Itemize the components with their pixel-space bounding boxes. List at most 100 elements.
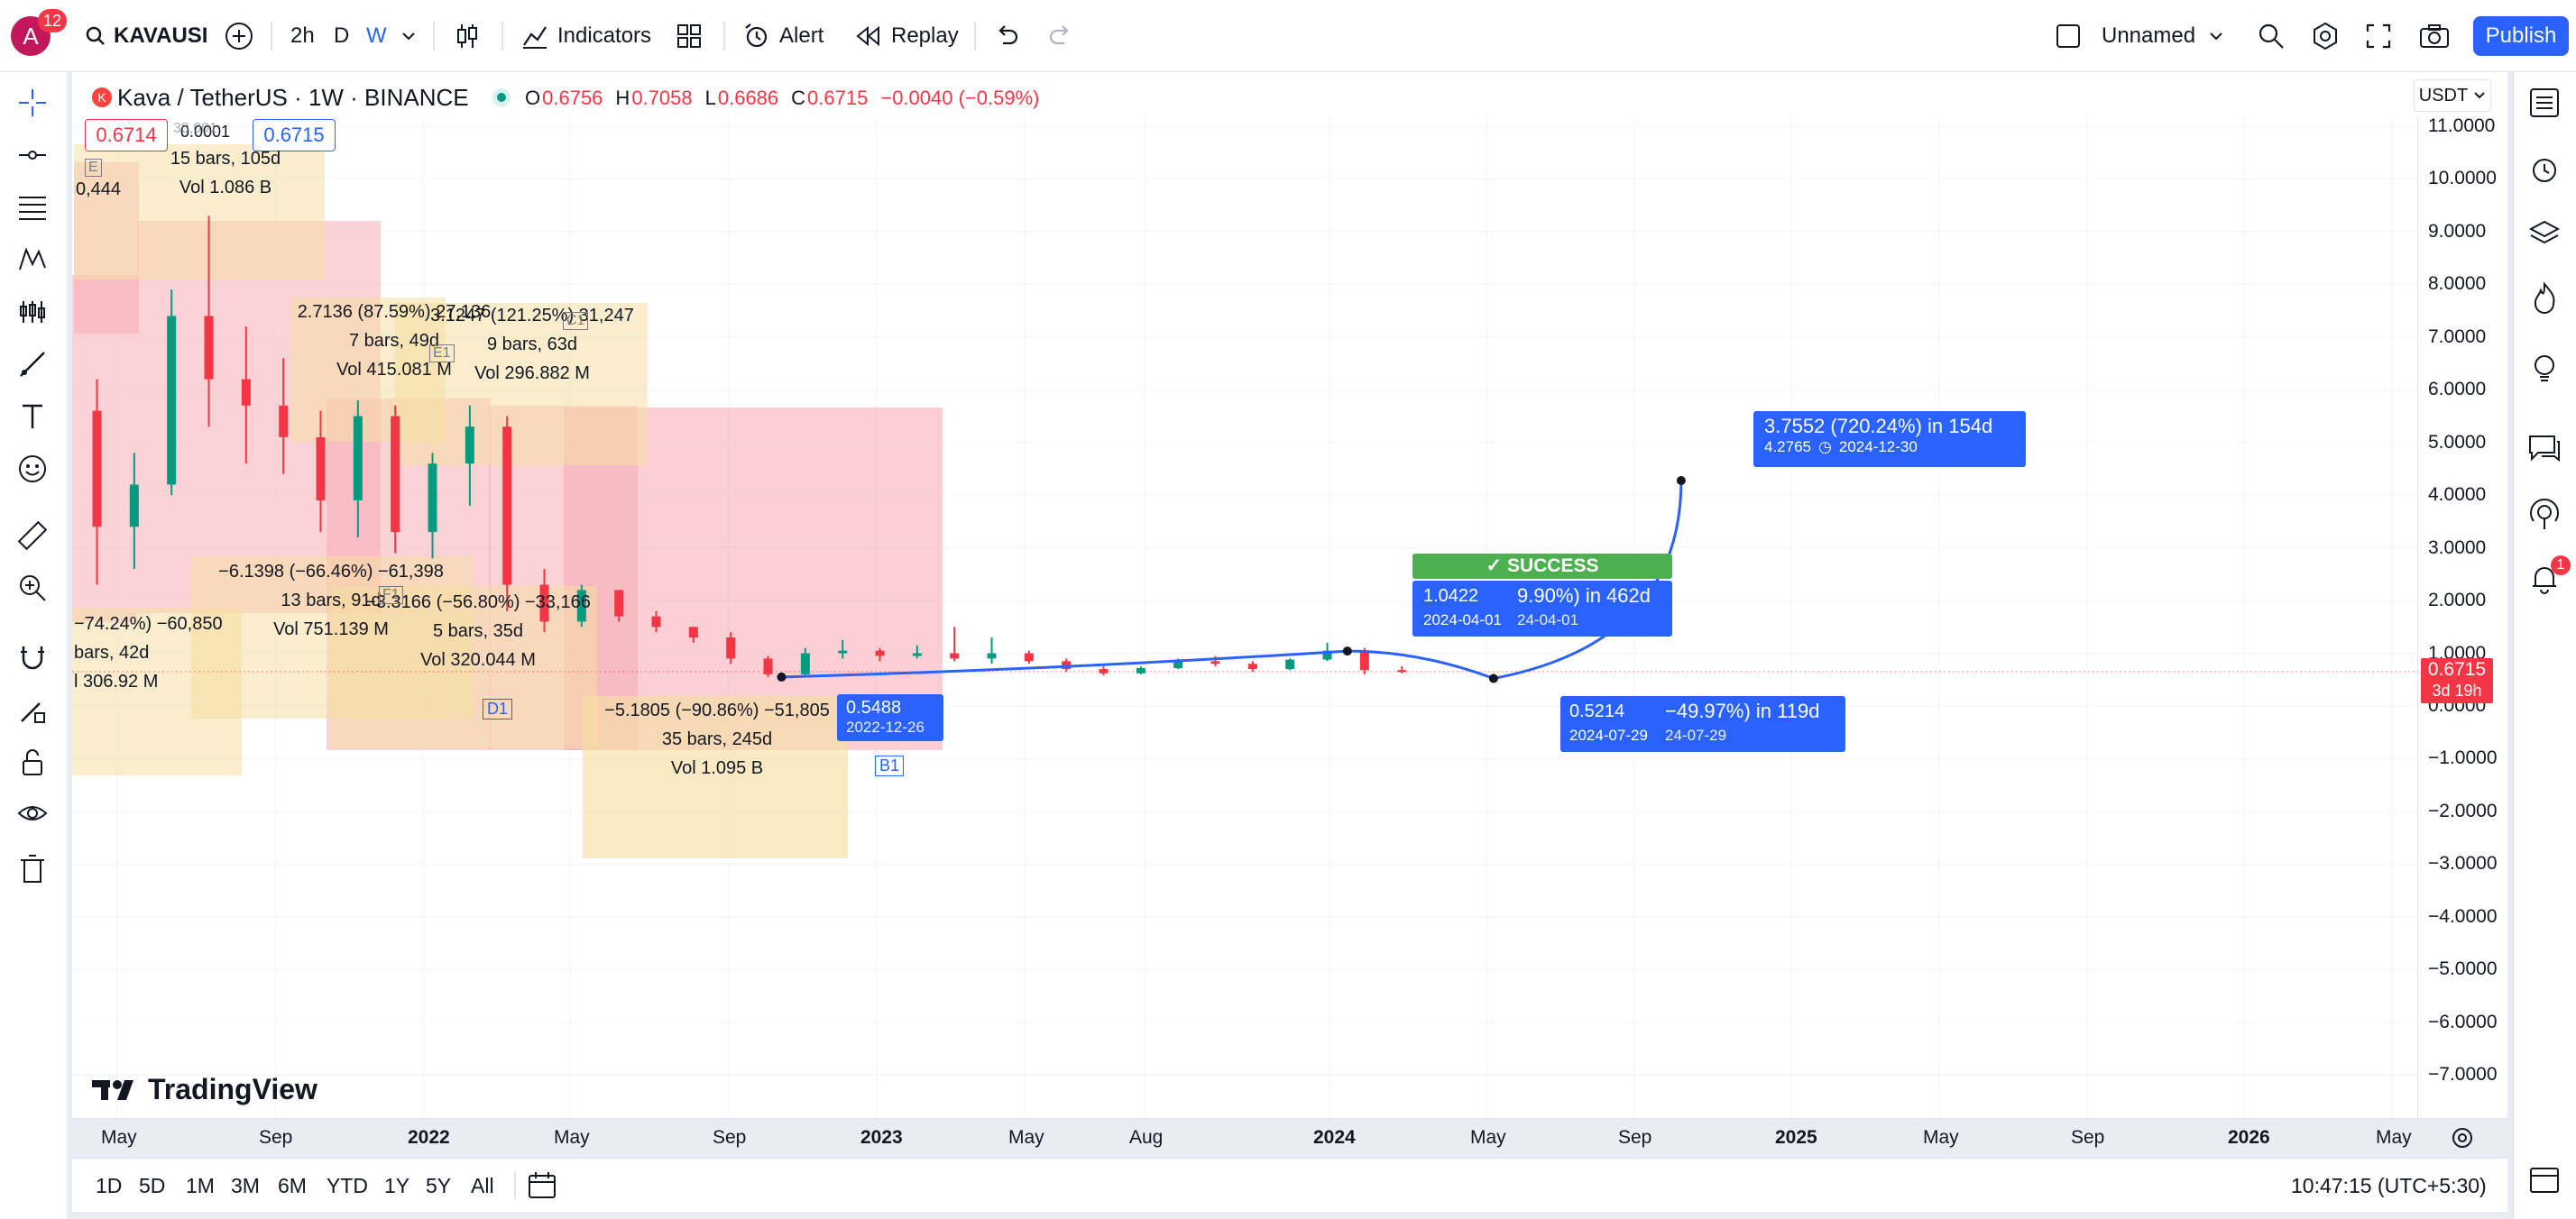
replay-button[interactable]: Replay: [855, 18, 959, 54]
toolbar-divider: [433, 22, 435, 50]
box3-line3: Vol 296.882 M: [474, 363, 590, 383]
range-button-1m[interactable]: 1M: [186, 1174, 215, 1197]
remove-drawings-tool[interactable]: [11, 848, 54, 891]
templates-button[interactable]: [676, 18, 702, 54]
brush-tool[interactable]: [11, 343, 54, 386]
visibility-tool[interactable]: [11, 792, 54, 835]
streams-button[interactable]: [2523, 494, 2566, 537]
p4-sub: 4.2765 ◷ 2024-12-30: [1764, 438, 2015, 456]
range-button-ytd[interactable]: YTD: [327, 1174, 368, 1197]
rewind-icon: [856, 25, 879, 47]
price-axis-label: 3.0000: [2428, 536, 2487, 558]
projection-point: [1488, 674, 1498, 683]
tradingview-logo-icon: [92, 1079, 133, 1100]
crosshair-icon: [19, 89, 46, 116]
symbol-title: Kava / TetherUS · 1W · BINANCE: [117, 83, 469, 111]
lock-tool[interactable]: [11, 741, 54, 784]
snapshot-button[interactable]: [2419, 18, 2450, 54]
time-axis-label: May: [554, 1127, 590, 1148]
interval-2h[interactable]: 2h: [290, 23, 315, 48]
chat-icon: [2529, 435, 2560, 463]
zoom-tool[interactable]: [11, 566, 54, 610]
symbol-search[interactable]: KAVAUSI: [85, 18, 207, 54]
clock-display[interactable]: 10:47:15 (UTC+5:30): [2291, 1174, 2487, 1197]
p3-price: 0.5214: [1569, 701, 1625, 721]
interval-w[interactable]: W: [366, 23, 387, 48]
sell-button[interactable]: 0.6714: [85, 119, 168, 151]
text-tool[interactable]: [11, 395, 54, 438]
calendar-panel-button[interactable]: [2523, 1158, 2566, 1201]
interval-dropdown[interactable]: [400, 18, 417, 54]
symbol-name: KAVAUSI: [114, 23, 208, 48]
magnet-tool[interactable]: [11, 637, 54, 680]
high-value: 0.7058: [631, 87, 693, 109]
range-button-5y[interactable]: 5Y: [426, 1174, 452, 1197]
unlock-icon: [23, 749, 42, 775]
price-chart[interactable]: [72, 72, 2507, 1118]
broadcast-icon: [2530, 499, 2559, 529]
candle-body: [241, 379, 251, 406]
object-tree-button[interactable]: [2523, 213, 2566, 256]
range-button-3m[interactable]: 3M: [231, 1174, 260, 1197]
fib-tool[interactable]: [11, 186, 54, 229]
range-button-5d[interactable]: 5D: [139, 1174, 166, 1197]
box4-line1: −6.1398 (−66.46%) −61,398: [218, 562, 444, 582]
quick-search-button[interactable]: [2257, 18, 2286, 54]
annotation-box-2: 2.7136 (87.59%) 27,136 7 bars, 49d Vol 4…: [290, 298, 498, 384]
range-button-all[interactable]: All: [471, 1174, 494, 1197]
layout-select[interactable]: Unnamed: [2055, 18, 2224, 54]
candle-body: [428, 463, 437, 533]
forecast-tool[interactable]: [11, 290, 54, 334]
fullscreen-button[interactable]: [2365, 18, 2392, 54]
chart-pane[interactable]: K Kava / TetherUS · 1W · BINANCE O 0.6756…: [72, 72, 2507, 1119]
bottom-divider: [514, 1172, 516, 1199]
chats-button[interactable]: [2523, 427, 2566, 471]
alert-button[interactable]: Alert: [743, 18, 823, 54]
compare-add-button[interactable]: [224, 18, 254, 54]
hotlists-button[interactable]: [2523, 276, 2566, 319]
point-label-3: 0.5214 2024-07-29 −49.97%) in 119d 24-07…: [1560, 696, 1845, 752]
chart-type-button[interactable]: [455, 18, 480, 54]
ruler-tool[interactable]: [11, 514, 54, 557]
time-axis-label: Sep: [2071, 1127, 2105, 1148]
trendline-tool[interactable]: [11, 133, 54, 177]
indicators-label: Indicators: [557, 23, 652, 48]
p4-main: 3.7552 (720.24%) in 154d: [1764, 415, 1993, 437]
range-button-6m[interactable]: 6M: [278, 1174, 307, 1197]
box2-line2: 7 bars, 49d: [348, 331, 440, 351]
crosshair-tool[interactable]: [11, 81, 54, 124]
interval-d[interactable]: D: [334, 23, 350, 48]
pattern-tool[interactable]: [11, 238, 54, 281]
emoji-tool[interactable]: [11, 447, 54, 490]
forecast-icon: [20, 301, 45, 323]
time-axis-settings[interactable]: [2450, 1125, 2475, 1150]
range-button-1d[interactable]: 1D: [96, 1174, 123, 1197]
redo-button[interactable]: [1048, 18, 1073, 54]
box1-line1: 0,444: [76, 179, 122, 199]
settings-button[interactable]: [2311, 18, 2340, 54]
toolbar-divider: [974, 22, 976, 50]
watchlist-button[interactable]: [2523, 81, 2566, 124]
candle-body: [912, 653, 922, 656]
goto-date-button[interactable]: [527, 1170, 559, 1203]
range-box-yellow-7: [583, 696, 848, 858]
undo-button[interactable]: [994, 18, 1019, 54]
ideas-button[interactable]: [2523, 346, 2566, 390]
calendar-icon: [529, 1172, 556, 1198]
indicators-button[interactable]: Indicators: [521, 18, 651, 54]
annotation-box-5: −3.3166 (−56.80%) −33,166 5 bars, 35d Vo…: [343, 588, 613, 674]
box1-line3: Vol 1.086 B: [179, 178, 272, 197]
projection-point: [1342, 646, 1352, 656]
notifications-button[interactable]: [2523, 557, 2566, 600]
buy-button[interactable]: 0.6715: [253, 119, 336, 151]
point-label-2: 1.0422 2024-04-01 9.90%) in 462d 24-04-0…: [1412, 581, 1672, 637]
drawing-mode-tool[interactable]: [11, 689, 54, 732]
point-label-4: 3.7552 (720.24%) in 154d 4.2765 ◷ 2024-12-…: [1753, 411, 2026, 467]
range-button-1y[interactable]: 1Y: [384, 1174, 410, 1197]
label-c1: C1: [563, 312, 589, 330]
currency-select[interactable]: USDT: [2414, 79, 2491, 112]
alerts-panel-button[interactable]: [2523, 148, 2566, 191]
publish-button[interactable]: Publish: [2473, 16, 2569, 56]
candle-body: [688, 627, 698, 638]
time-axis-label: 2022: [408, 1127, 450, 1148]
